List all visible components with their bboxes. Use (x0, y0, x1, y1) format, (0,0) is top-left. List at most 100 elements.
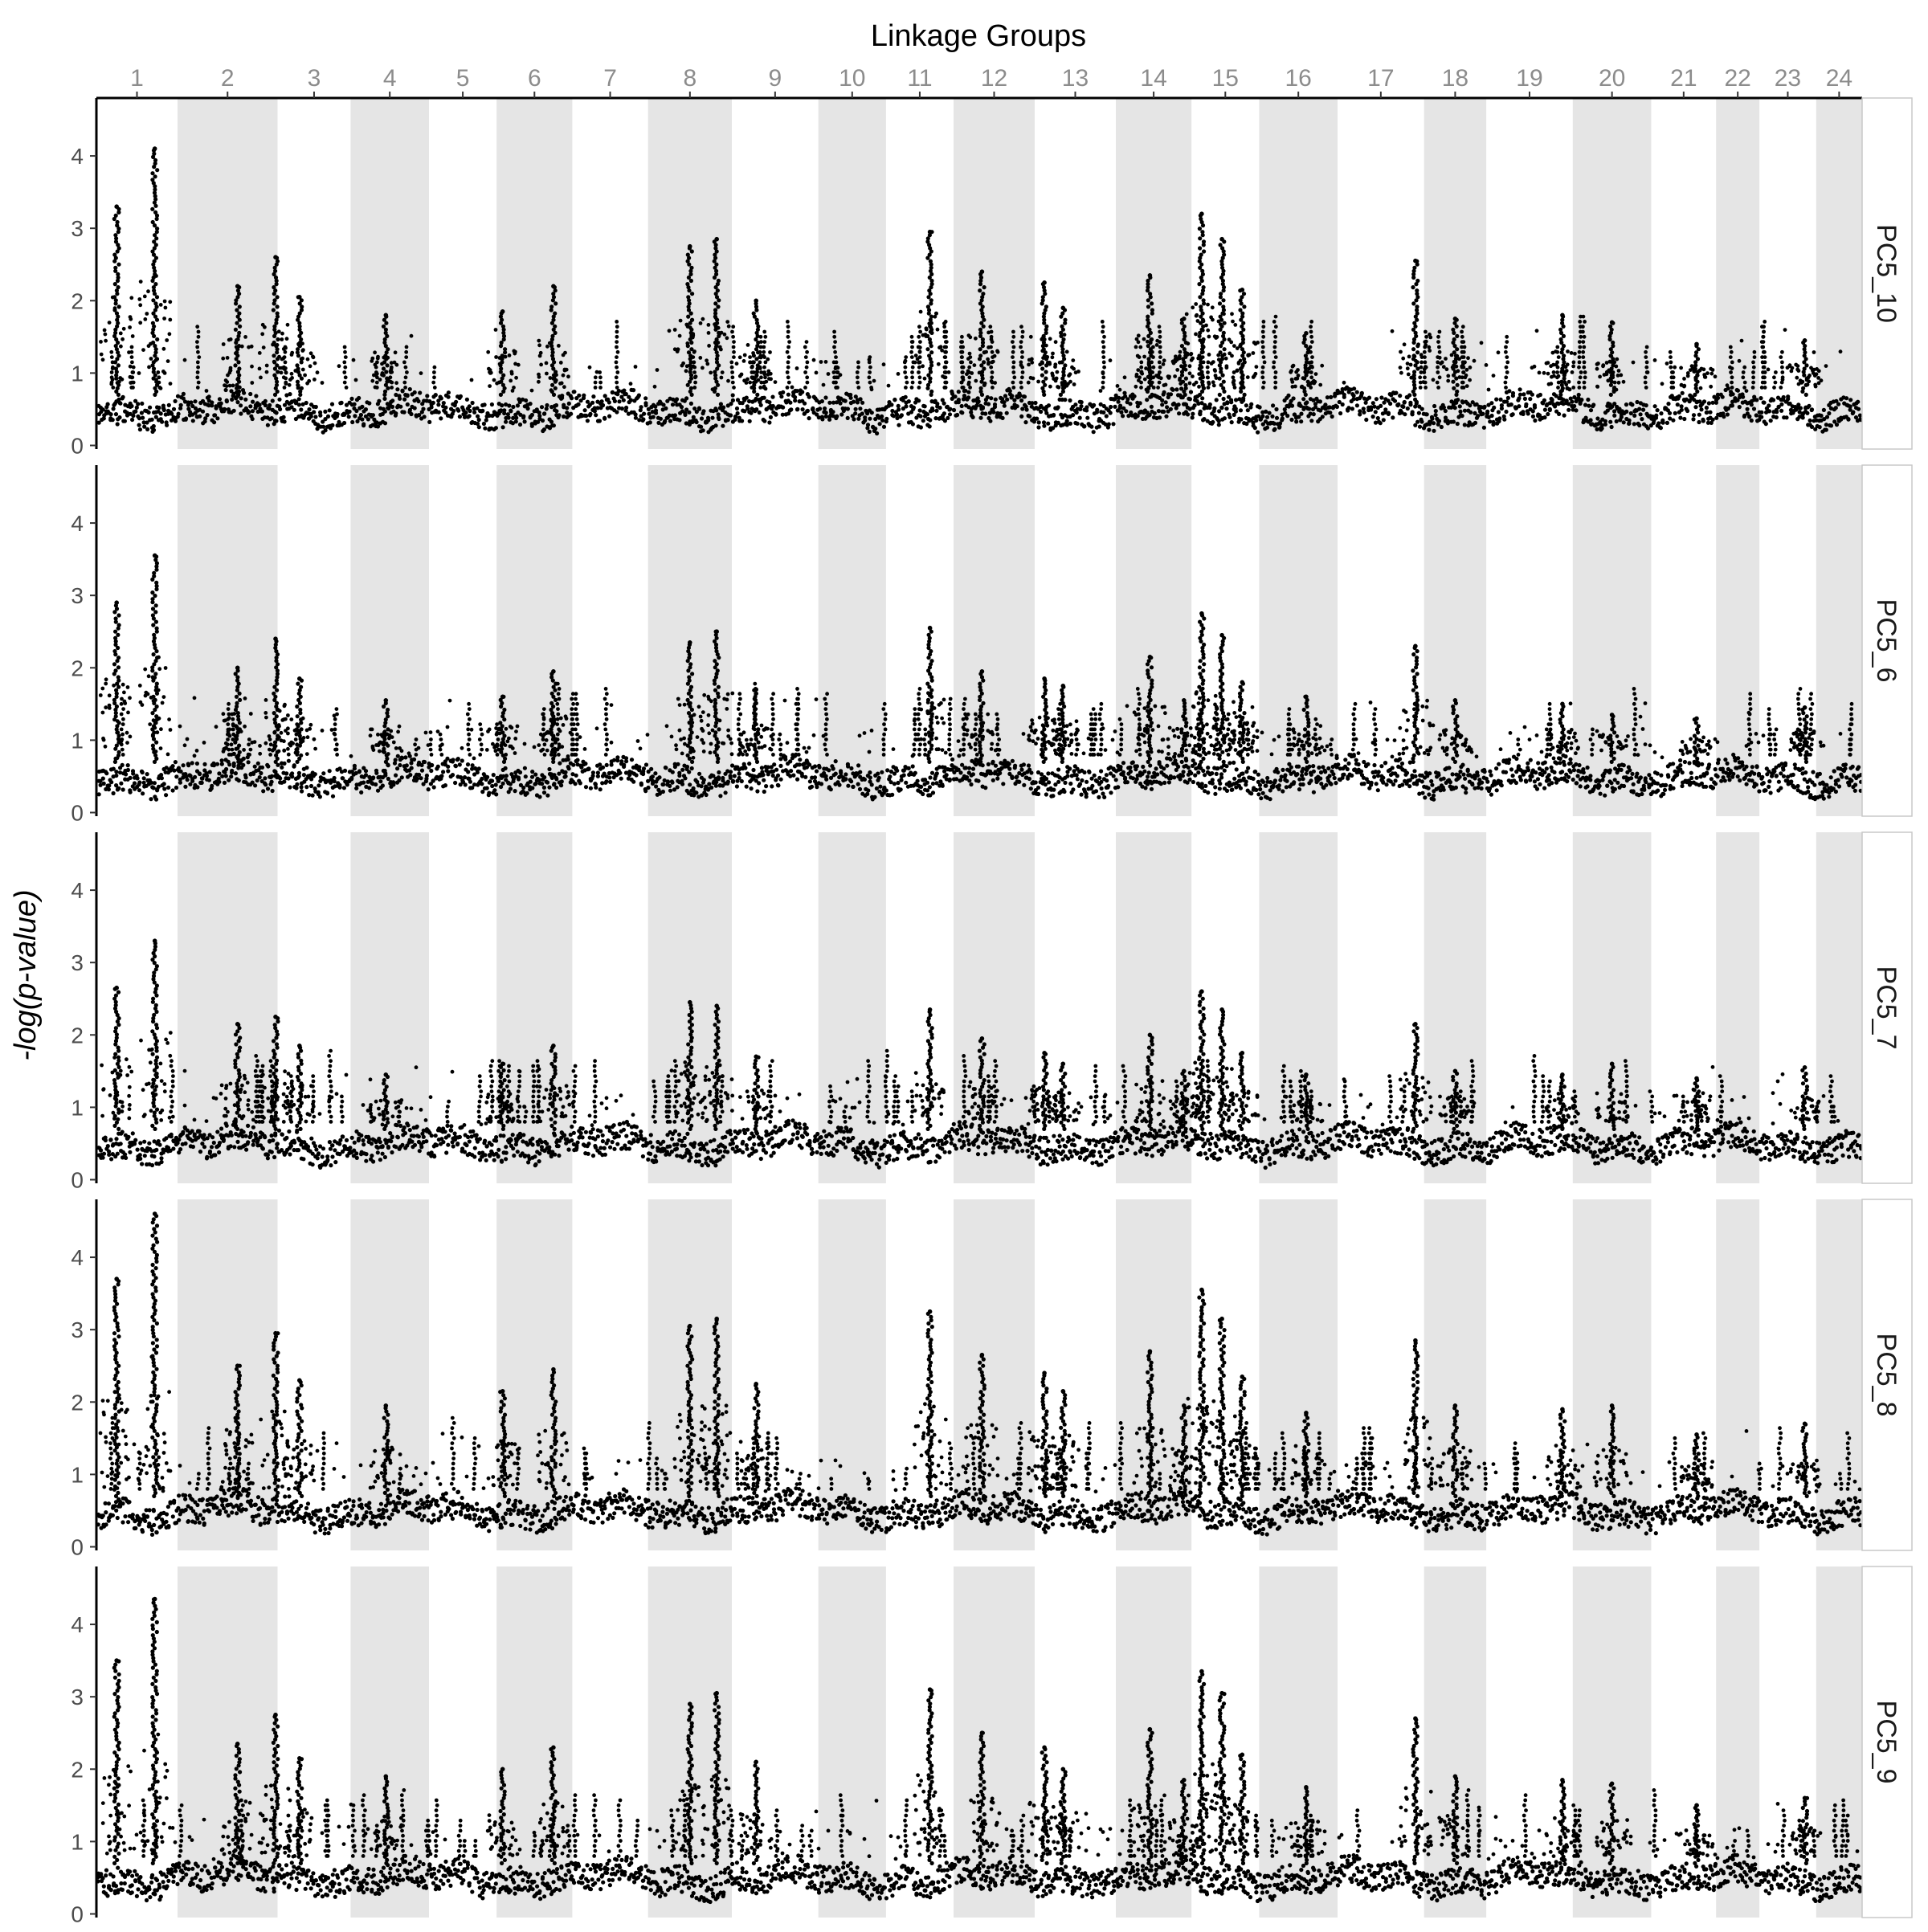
snp-point (803, 401, 807, 406)
snp-point (549, 389, 554, 394)
snp-point (486, 349, 491, 354)
snp-point (1370, 401, 1375, 406)
snp-point (1702, 374, 1707, 379)
snp-point (452, 401, 458, 406)
snp-point (195, 785, 200, 790)
snp-point (774, 411, 778, 416)
snp-point (115, 219, 120, 225)
snp-point (688, 386, 694, 390)
snp-point (1630, 402, 1635, 407)
snp-point (1027, 357, 1031, 362)
group-band-18-PC5_10 (1424, 98, 1487, 449)
snp-point (456, 408, 461, 413)
snp-point (259, 409, 264, 414)
snp-point (1146, 374, 1150, 379)
snp-point (1458, 409, 1463, 414)
snp-point (137, 416, 142, 421)
snp-point (978, 415, 983, 420)
snp-point (610, 390, 615, 394)
snp-point (282, 761, 287, 766)
snp-point (343, 349, 347, 354)
snp-point (476, 418, 481, 423)
snp-point (1261, 355, 1266, 359)
snp-point (131, 365, 136, 370)
snp-point (1411, 301, 1416, 306)
snp-point (147, 365, 151, 370)
snp-point (276, 370, 280, 374)
snp-point (229, 774, 234, 779)
snp-point (909, 349, 913, 354)
snp-point (204, 389, 209, 393)
snp-point (483, 426, 488, 431)
snp-point (1015, 404, 1019, 409)
snp-point (982, 360, 986, 365)
snp-point (1566, 407, 1571, 412)
snp-point (370, 378, 375, 383)
snp-point (129, 381, 133, 385)
snp-point (1040, 336, 1045, 341)
snp-point (439, 416, 443, 421)
snp-point (210, 403, 214, 408)
snp-point (373, 385, 378, 390)
snp-point (395, 387, 400, 392)
snp-point (1117, 387, 1122, 392)
snp-point (1571, 364, 1575, 369)
snp-point (329, 402, 335, 406)
snp-point (495, 381, 499, 386)
snp-point (1011, 380, 1015, 385)
snp-point (469, 378, 474, 382)
snp-point (250, 381, 255, 385)
group-band-16-PC5_7 (1259, 832, 1338, 1183)
snp-point (730, 393, 735, 398)
snp-point (1689, 364, 1694, 369)
snp-point (1496, 350, 1501, 355)
snp-point (693, 380, 697, 385)
snp-point (342, 412, 347, 417)
snp-point (1219, 382, 1223, 387)
snp-point (330, 423, 335, 428)
snp-point (803, 355, 808, 359)
snp-point (1340, 402, 1345, 407)
snp-point (1256, 430, 1260, 435)
snp-point (1558, 337, 1563, 342)
snp-point (1375, 415, 1380, 421)
snp-point (1020, 365, 1025, 370)
snp-point (160, 419, 165, 424)
snp-point (151, 786, 156, 790)
snp-point (1409, 375, 1414, 380)
snp-point (1413, 258, 1418, 263)
snp-point (1309, 320, 1314, 324)
snp-point (536, 419, 541, 424)
snp-point (917, 325, 921, 329)
snp-point (856, 386, 861, 390)
snp-point (1116, 399, 1121, 404)
snp-point (725, 418, 730, 423)
snp-point (112, 282, 117, 287)
snp-point (725, 336, 729, 341)
snp-point (867, 375, 872, 380)
snp-point (786, 334, 790, 339)
snp-point (593, 386, 598, 390)
snp-point (1280, 418, 1285, 423)
snp-point (757, 410, 762, 415)
snp-point (1146, 304, 1151, 309)
snp-point (1504, 386, 1508, 390)
snp-point (1187, 364, 1192, 369)
snp-point (100, 357, 105, 362)
snp-point (1468, 366, 1473, 370)
snp-point (1462, 423, 1467, 427)
snp-point (1285, 414, 1290, 419)
snp-point (904, 355, 909, 359)
snp-point (1222, 312, 1226, 317)
snp-point (247, 410, 251, 415)
snp-point (1581, 355, 1586, 359)
snp-point (275, 295, 280, 300)
snp-point (1673, 365, 1677, 370)
snp-point (1673, 410, 1677, 415)
snp-point (259, 770, 263, 776)
snp-point (1309, 419, 1314, 423)
snp-point (868, 416, 872, 421)
snp-point (1460, 334, 1464, 339)
snp-point (1517, 387, 1522, 392)
snp-point (1619, 373, 1624, 378)
